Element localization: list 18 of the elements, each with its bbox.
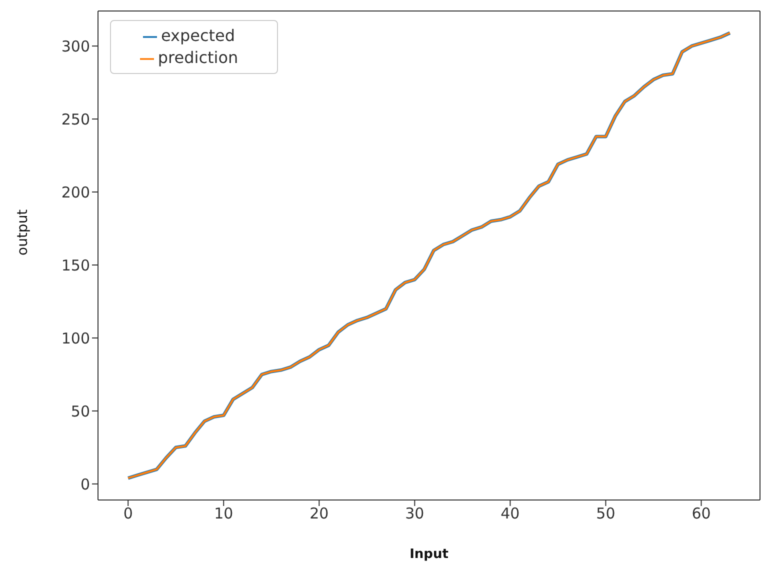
y-tick-label: 50 xyxy=(70,402,90,420)
x-tick-label: 10 xyxy=(214,504,234,523)
y-tick-label: 300 xyxy=(61,37,90,56)
x-tick-label: 60 xyxy=(692,504,711,523)
x-tick-label: 50 xyxy=(596,504,616,523)
y-tick-label: 200 xyxy=(61,183,90,202)
legend-label: prediction xyxy=(158,48,238,67)
y-tick-label: 150 xyxy=(61,256,90,274)
x-tick-label: 20 xyxy=(310,504,329,523)
y-tick-label: 100 xyxy=(61,329,90,348)
y-tick-label: 0 xyxy=(80,475,90,494)
x-tick-label: 30 xyxy=(405,504,424,523)
legend-label: expected xyxy=(160,26,236,45)
x-tick-label: 0 xyxy=(123,504,133,523)
y-axis-title: output xyxy=(14,208,31,256)
x-axis-title: Input xyxy=(410,547,448,562)
x-tick-label: 40 xyxy=(500,504,520,523)
y-tick-label: 250 xyxy=(61,110,90,128)
